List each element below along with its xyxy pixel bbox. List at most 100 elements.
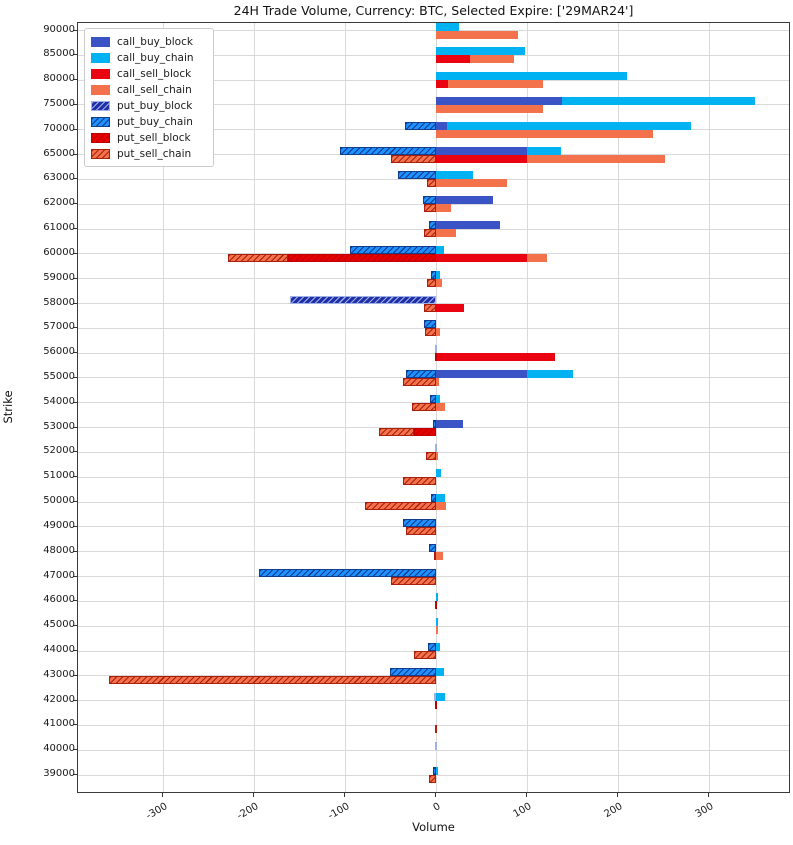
y-tick-mark (73, 153, 77, 155)
bar-segment-put_buy_chain-48000 (429, 543, 437, 552)
y-tick-mark (73, 476, 77, 478)
legend-item-call_buy_block: call_buy_block (91, 34, 207, 50)
bar-segment-put_sell_chain-43000 (108, 675, 437, 684)
bar-segment-call_buy_chain-45000 (436, 618, 439, 627)
y-tick-mark (73, 525, 77, 527)
gridline-y-45000 (78, 625, 789, 627)
bar-segment-call_buy_chain-90000 (436, 22, 460, 31)
y-tick-mark (73, 774, 77, 776)
y-tick-label: 63000 (43, 172, 75, 184)
legend-item-put_sell_block: put_sell_block (91, 130, 207, 146)
gridline-x-200 (617, 23, 619, 792)
bar-segment-call_buy_block-55000 (436, 369, 528, 378)
bar-segment-call_sell_chain-63000 (436, 179, 508, 188)
y-tick-mark (73, 575, 77, 577)
y-tick-label: 75000 (43, 97, 75, 109)
y-tick-mark (73, 302, 77, 304)
legend-label-put_buy_block: put_buy_block (117, 100, 193, 112)
y-tick-label: 48000 (43, 544, 75, 556)
bar-segment-put_sell_chain-54000 (411, 402, 437, 411)
y-tick-label: 50000 (43, 495, 75, 507)
y-tick-label: 59000 (43, 271, 75, 283)
x-tick-mark (435, 793, 437, 797)
y-axis-label: Strike (1, 390, 15, 424)
y-tick-label: 39000 (43, 768, 75, 780)
y-tick-mark (73, 451, 77, 453)
bar-segment-put_buy_chain-57000 (423, 320, 437, 329)
gridline-y-75000 (78, 104, 789, 106)
y-tick-label: 54000 (43, 395, 75, 407)
bar-segment-put_buy_chain-49000 (402, 518, 437, 527)
bar-segment-call_sell_chain-50000 (436, 502, 447, 511)
legend-swatch-put_sell_chain (91, 149, 110, 159)
bar-segment-call_buy_chain-44000 (436, 643, 440, 651)
legend-label-call_sell_chain: call_sell_chain (117, 84, 192, 96)
legend-swatch-call_sell_chain (91, 85, 110, 95)
bar-segment-put_sell_chain-51000 (402, 477, 437, 486)
y-tick-mark (73, 277, 77, 279)
bar-segment-put_sell_chain-60000 (228, 253, 289, 262)
legend-swatch-put_sell_block (91, 133, 110, 143)
legend-swatch-call_sell_block (91, 69, 110, 79)
x-tick-mark (526, 793, 528, 797)
bar-segment-call_buy_chain-39000 (436, 767, 439, 776)
bar-segment-call_sell_chain-61000 (436, 229, 457, 238)
bar-segment-put_buy_chain-60000 (349, 245, 437, 254)
gridline-y-41000 (78, 724, 789, 726)
legend-item-put_buy_chain: put_buy_chain (91, 114, 207, 130)
bar-segment-put_buy_chain-62000 (422, 196, 437, 205)
bar-segment-call_buy_chain-43000 (436, 667, 444, 676)
bar-segment-put_buy_chain-44000 (428, 643, 437, 651)
x-tick-mark (617, 793, 619, 797)
legend-item-call_buy_chain: call_buy_chain (91, 50, 207, 66)
bar-segment-put_sell_chain-50000 (365, 502, 437, 511)
y-tick-mark (73, 203, 77, 205)
bar-segment-put_sell_chain-47000 (390, 576, 437, 585)
y-tick-mark (73, 674, 77, 676)
bar-segment-put_buy_chain-54000 (429, 394, 437, 403)
y-tick-label: 55000 (43, 370, 75, 382)
y-tick-mark (73, 79, 77, 81)
y-tick-mark (73, 178, 77, 180)
y-tick-mark (73, 401, 77, 403)
bar-segment-put_sell_chain-41000 (434, 725, 437, 734)
bar-segment-call_buy_chain-75000 (561, 96, 755, 105)
y-tick-label: 53000 (43, 420, 75, 432)
y-tick-mark (73, 352, 77, 354)
legend-swatch-call_buy_block (91, 37, 110, 47)
bar-segment-put_sell_chain-57000 (425, 328, 437, 337)
bar-segment-call_sell_chain-55000 (436, 377, 440, 386)
bar-segment-call_sell_chain-85000 (469, 55, 514, 64)
bar-segment-put_buy_chain-59000 (430, 270, 437, 279)
bar-segment-put_sell_chain-62000 (423, 204, 437, 213)
bar-segment-call_sell_chain-65000 (527, 154, 666, 163)
y-tick-label: 85000 (43, 48, 75, 60)
bar-segment-call_sell_chain-80000 (448, 80, 543, 89)
gridline-x-100 (526, 23, 528, 792)
bar-segment-call_sell_chain-59000 (436, 278, 442, 287)
bar-segment-put_sell_block-56000 (434, 353, 437, 362)
y-tick-label: 51000 (43, 470, 75, 482)
bar-segment-put_buy_block-56000 (434, 345, 437, 354)
y-tick-mark (73, 228, 77, 230)
bar-segment-put_sell_chain-48000 (433, 551, 437, 560)
bar-segment-put_buy_block-58000 (289, 295, 437, 304)
y-tick-label: 41000 (43, 718, 75, 730)
legend-swatch-call_buy_chain (91, 53, 110, 63)
y-tick-label: 80000 (43, 73, 75, 85)
y-tick-mark (73, 625, 77, 627)
bar-segment-call_sell_chain-62000 (436, 204, 451, 213)
bar-segment-put_buy_chain-53000 (432, 419, 437, 428)
bar-segment-put_sell_block-42000 (434, 700, 437, 709)
bar-segment-call_buy_chain-55000 (527, 369, 573, 378)
bar-segment-call_buy_chain-54000 (436, 394, 440, 403)
bar-segment-call_sell_block-56000 (436, 353, 555, 362)
bar-segment-put_buy_chain-39000 (432, 767, 437, 776)
gridline-x--300 (162, 23, 164, 792)
y-tick-label: 62000 (43, 197, 75, 209)
x-axis-label: Volume (412, 820, 455, 834)
bar-segment-put_sell_chain-44000 (414, 651, 437, 659)
legend-label-call_buy_block: call_buy_block (117, 36, 193, 48)
y-tick-mark (73, 749, 77, 751)
